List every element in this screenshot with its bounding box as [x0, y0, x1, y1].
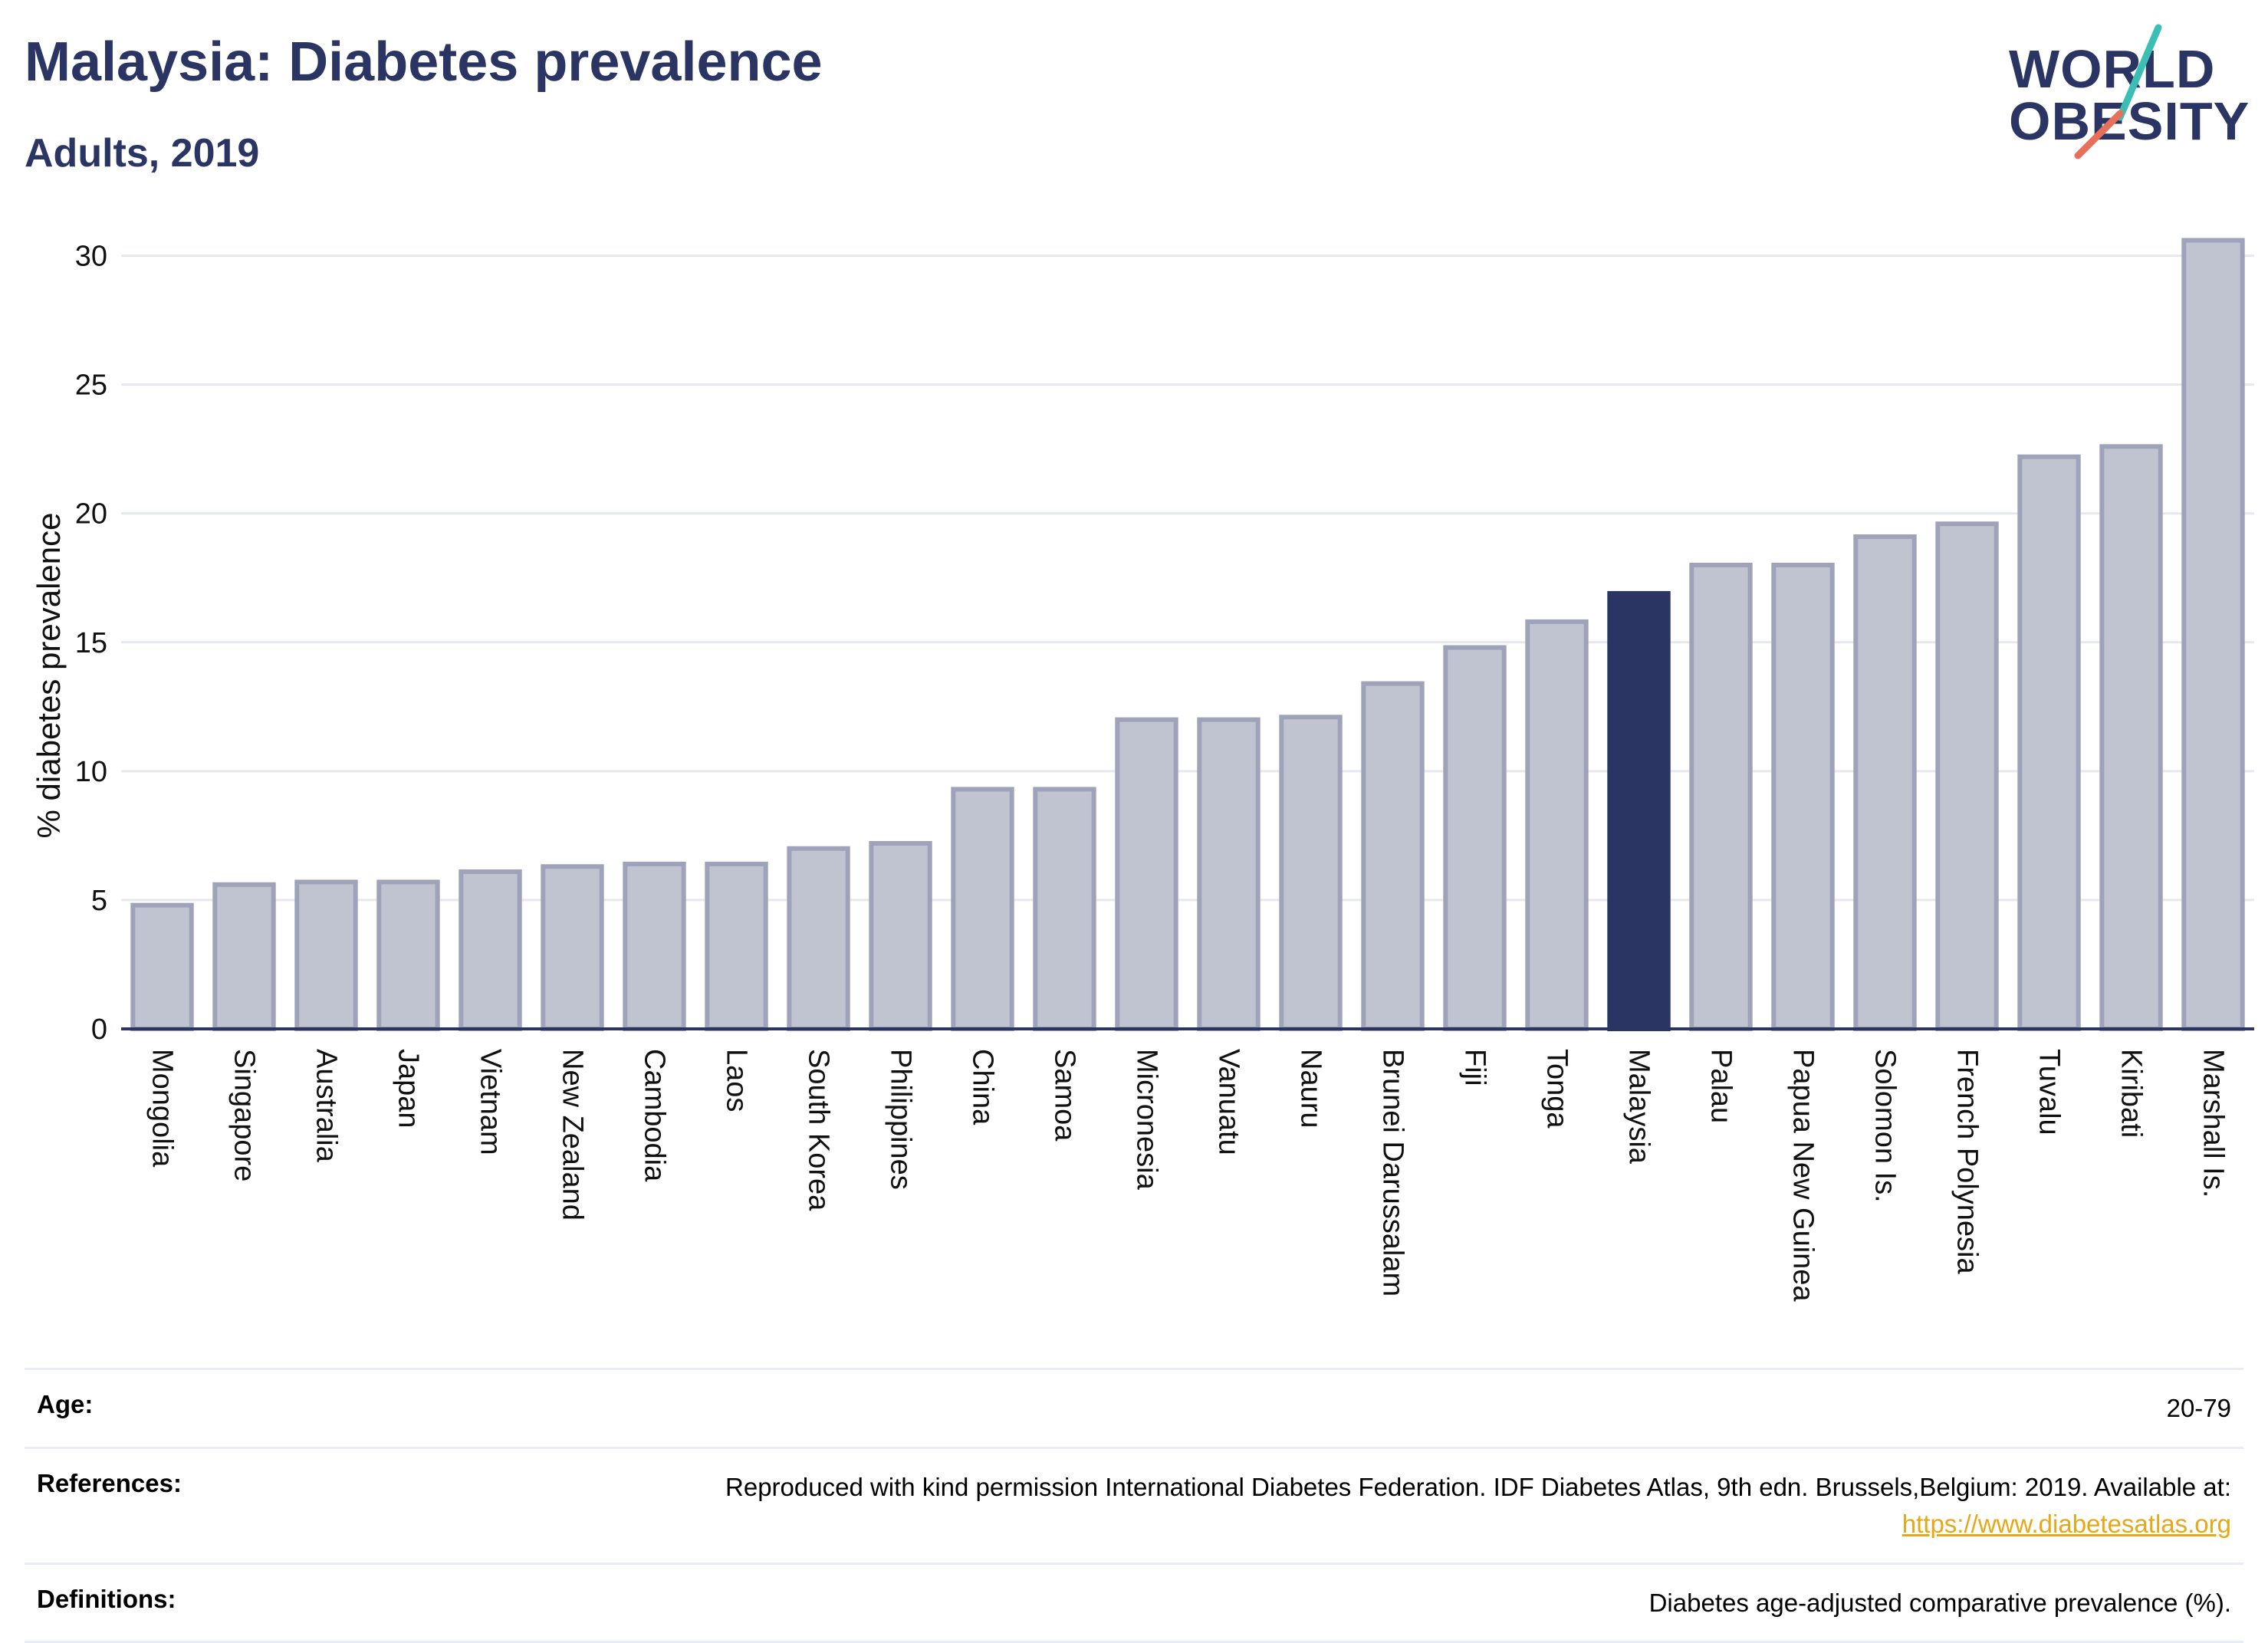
x-tick-label: Australia	[311, 1049, 343, 1163]
y-tick-label: 15	[75, 627, 107, 659]
bar[interactable]	[1033, 787, 1096, 1032]
definitions-value: Diabetes age-adjusted comparative preval…	[1648, 1588, 2231, 1617]
bar[interactable]	[1361, 681, 1425, 1031]
x-tick-label: Papua New Guinea	[1787, 1049, 1819, 1302]
bar-highlight[interactable]	[1607, 590, 1671, 1031]
bar[interactable]	[623, 861, 686, 1032]
x-tick-label: Solomon Is.	[1869, 1049, 1902, 1203]
bar[interactable]	[705, 861, 768, 1032]
x-tick-label: Brunei Darussalam	[1377, 1049, 1409, 1296]
x-tick-label: Japan	[393, 1049, 425, 1129]
y-tick-label: 10	[75, 756, 107, 788]
x-tick-label: Micronesia	[1131, 1049, 1163, 1191]
bar[interactable]	[212, 882, 276, 1031]
x-tick-label: Fiji	[1459, 1049, 1491, 1086]
x-tick-label: Kiribati	[2115, 1049, 2148, 1138]
gridlines	[121, 255, 2254, 902]
x-tick-label: New Zealand	[557, 1049, 589, 1221]
references-value: Reproduced with kind permission Internat…	[725, 1469, 2231, 1543]
bar[interactable]	[869, 840, 932, 1031]
bar[interactable]	[130, 902, 194, 1032]
x-tick-label: Singapore	[228, 1049, 261, 1181]
y-tick-label: 0	[91, 1014, 107, 1046]
bar[interactable]	[1771, 562, 1835, 1031]
x-tick-label: Nauru	[1295, 1049, 1327, 1129]
axes: 0 5 10 15 20 25 30 Mongolia Singapore Australia Ja…	[75, 241, 2254, 1302]
x-tick-label: Mongolia	[146, 1049, 179, 1168]
y-tick-label: 30	[75, 241, 107, 273]
info-row-references: References: Reproduced with kind permiss…	[25, 1446, 2243, 1562]
x-tick-label: Vietnam	[475, 1049, 507, 1155]
bar[interactable]	[1279, 715, 1343, 1031]
bar[interactable]	[1443, 645, 1507, 1032]
bar[interactable]	[2017, 454, 2081, 1031]
y-tick-label: 5	[91, 885, 107, 917]
bar[interactable]	[1197, 717, 1261, 1031]
x-tick-label: Philippines	[885, 1049, 917, 1190]
references-text: Reproduced with kind permission Internat…	[725, 1472, 2231, 1501]
x-tick-label: Cambodia	[639, 1049, 671, 1182]
age-value: 20-79	[2166, 1394, 2231, 1422]
x-tick-label: Malaysia	[1623, 1049, 1655, 1165]
bar[interactable]	[376, 879, 440, 1032]
bar[interactable]	[1853, 534, 1917, 1031]
x-tick-label: Tonga	[1541, 1049, 1573, 1129]
bar[interactable]	[1525, 619, 1589, 1031]
bar[interactable]	[1935, 521, 1999, 1031]
y-tick-label: 20	[75, 498, 107, 531]
info-table: Age: 20-79 References: Reproduced with k…	[25, 1368, 2243, 1643]
logo-line-1: WORLD	[2009, 39, 2216, 99]
x-tick-label: South Korea	[803, 1049, 835, 1211]
bar-chart: 0 5 10 15 20 25 30 Mongolia Singapore Australia Ja…	[31, 238, 2254, 1302]
bar[interactable]	[459, 869, 522, 1032]
x-tick-label: Palau	[1705, 1049, 1737, 1123]
bar[interactable]	[2181, 238, 2245, 1031]
info-row-age: Age: 20-79	[25, 1368, 2243, 1447]
x-tick-label: China	[967, 1049, 999, 1125]
logo-slash-icon	[2074, 24, 2162, 159]
world-obesity-logo[interactable]: WORLD OBESITY	[2001, 21, 2254, 167]
x-tick-label: Marshall Is.	[2197, 1049, 2230, 1198]
bar[interactable]	[294, 879, 358, 1032]
references-link[interactable]: https://www.diabetesatlas.org	[1902, 1509, 2231, 1538]
bar[interactable]	[1115, 717, 1178, 1031]
x-tick-label: Samoa	[1049, 1049, 1081, 1142]
bar[interactable]	[951, 787, 1014, 1032]
y-axis-label: % diabetes prevalence	[31, 513, 67, 839]
chart-title: Malaysia: Diabetes prevalence	[25, 31, 823, 93]
bar[interactable]	[787, 846, 850, 1032]
age-label: Age:	[37, 1390, 94, 1418]
y-tick-label: 25	[75, 370, 107, 402]
x-tick-label: French Polynesia	[1951, 1049, 1984, 1274]
x-tick-label: Tuvalu	[2033, 1049, 2066, 1135]
bar[interactable]	[2099, 444, 2163, 1031]
definitions-label: Definitions:	[37, 1584, 176, 1613]
info-row-definitions: Definitions: Diabetes age-adjusted compa…	[25, 1562, 2243, 1643]
bars	[130, 238, 2245, 1032]
bar[interactable]	[1689, 562, 1753, 1031]
references-label: References:	[37, 1468, 182, 1497]
bar[interactable]	[541, 864, 604, 1032]
x-tick-label: Laos	[721, 1049, 753, 1112]
chart-subtitle: Adults, 2019	[25, 131, 260, 176]
x-tick-label: Vanuatu	[1213, 1049, 1245, 1155]
